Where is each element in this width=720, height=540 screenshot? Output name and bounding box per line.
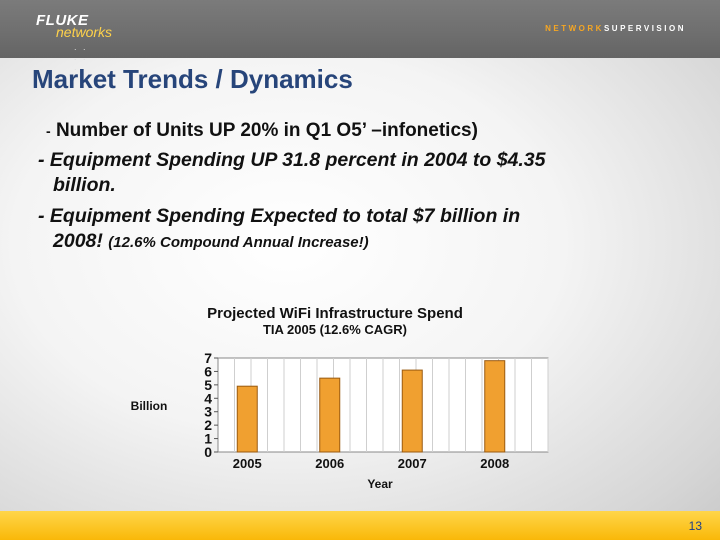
y-tick-label: 6	[204, 363, 212, 379]
bullet-spending-2008-note: (12.6% Compound Annual Increase!)	[108, 234, 369, 251]
bar-2007	[401, 369, 423, 453]
logo-text-top: FLUKE	[36, 12, 89, 29]
bullet-list: - Number of Units UP 20% in Q1 O5’ –info…	[38, 120, 688, 255]
footer-bar: 13	[0, 511, 720, 540]
y-tick-label: 2	[204, 417, 212, 433]
fluke-networks-logo: FLUKE networks . . . . .	[36, 12, 112, 72]
bar-2006	[319, 377, 341, 453]
x-tick-label: 2006	[315, 456, 344, 471]
tagline-network: NETWORK	[545, 24, 604, 33]
network-supervision-tagline: NETWORKSUPERVISION	[545, 24, 686, 33]
bar-2005	[236, 385, 258, 453]
wifi-spend-chart: Projected WiFi Infrastructure Spend TIA …	[110, 300, 570, 500]
bullet-spending-2004-line1: - Equipment Spending UP 31.8 percent in …	[38, 149, 546, 171]
bullet-spending-2004-line2: billion.	[53, 174, 116, 196]
bullet-units: - Number of Units UP 20% in Q1 O5’ –info…	[46, 120, 688, 142]
bullet-dash: -	[46, 123, 51, 139]
bullet-spending-2008: - Equipment Spending Expected to total $…	[38, 204, 688, 255]
chart-subtitle: TIA 2005 (12.6% CAGR)	[263, 322, 407, 337]
x-tick-label: 2008	[480, 456, 509, 471]
bar-2008	[484, 360, 506, 453]
logo-text-bottom: networks	[56, 24, 113, 40]
bullet-spending-2008-line2: 2008! (12.6% Compound Annual Increase!)	[38, 229, 688, 255]
bullet-spending-2008-year: 2008!	[53, 230, 109, 252]
chart-svg: Projected WiFi Infrastructure Spend TIA …	[131, 305, 549, 491]
y-tick-label: 5	[204, 377, 212, 393]
chart-x-axis-label: Year	[367, 477, 393, 491]
logo-dots: . . . . .	[74, 42, 88, 72]
x-tick-label: 2005	[233, 456, 262, 471]
y-tick-label: 0	[204, 444, 212, 460]
y-tick-label: 4	[204, 390, 212, 406]
tagline-supervision: SUPERVISION	[603, 24, 686, 33]
chart-title: Projected WiFi Infrastructure Spend	[207, 305, 463, 322]
y-tick-label: 3	[204, 404, 212, 420]
header-bar: FLUKE networks . . . . . NETWORKSUPERVIS…	[0, 0, 720, 72]
x-tick-label: 2007	[398, 456, 427, 471]
bullet-spending-2004: - Equipment Spending UP 31.8 percent in …	[38, 148, 688, 198]
bullet-units-text: Number of Units UP 20% in Q1 O5’ –infone…	[55, 120, 478, 141]
slide-title: Market Trends / Dynamics	[32, 64, 353, 94]
y-tick-label: 1	[204, 431, 212, 447]
y-tick-label: 7	[204, 350, 212, 366]
chart-y-axis-label: Billion	[131, 399, 168, 413]
page-number: 13	[688, 519, 702, 533]
bullet-spending-2008-line1: - Equipment Spending Expected to total $…	[38, 205, 521, 227]
